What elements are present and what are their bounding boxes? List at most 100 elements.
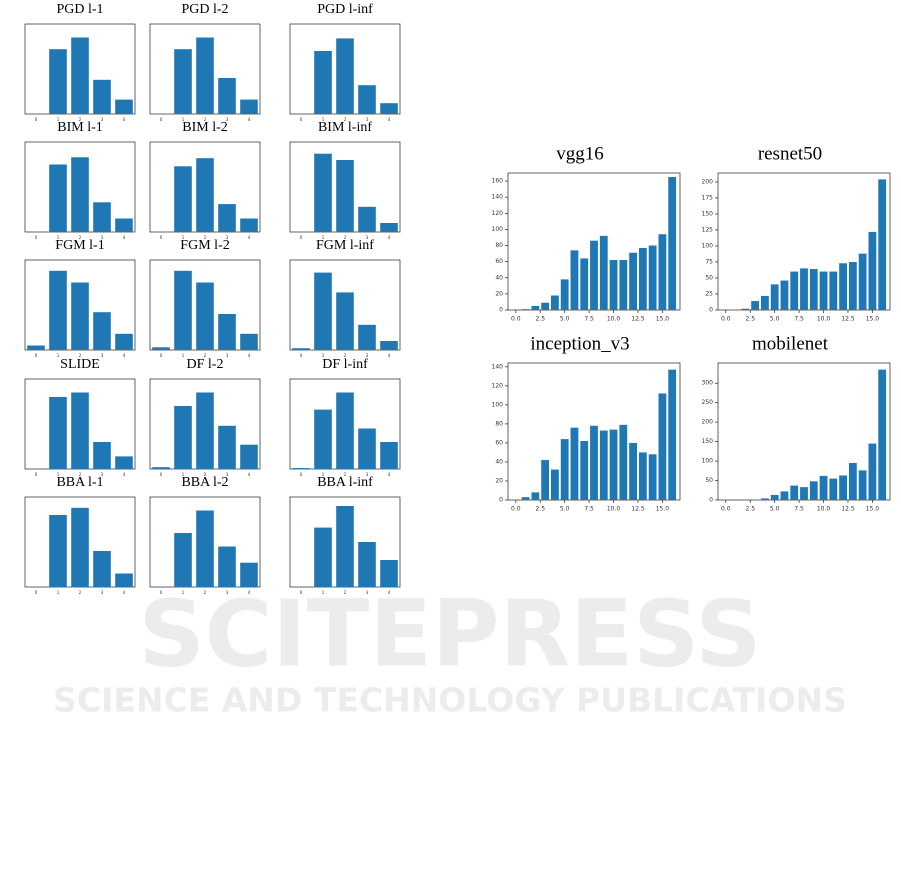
x-tick-label: 1 <box>57 353 60 358</box>
y-tick-label: 0 <box>709 497 713 504</box>
bar <box>115 99 133 114</box>
bar <box>358 428 376 469</box>
bar <box>196 392 214 469</box>
bar <box>541 302 550 310</box>
x-tick-label: 4 <box>123 235 126 240</box>
bar <box>152 347 170 350</box>
y-tick-label: 300 <box>702 380 714 387</box>
y-tick-label: 80 <box>495 242 503 249</box>
x-tick-label: 4 <box>123 590 126 595</box>
bar <box>609 260 618 310</box>
bar <box>848 463 857 500</box>
bar <box>648 454 657 500</box>
bar <box>800 487 808 500</box>
y-tick-label: 100 <box>702 242 714 249</box>
x-tick-label: 7.5 <box>584 506 594 513</box>
x-tick-label: 4 <box>248 353 251 358</box>
x-tick-label: 3 <box>366 353 369 358</box>
y-tick-label: 175 <box>702 194 714 201</box>
bar <box>358 542 376 587</box>
chart-title: inception_v3 <box>530 333 629 354</box>
chart-title: PGD l-2 <box>181 2 228 17</box>
bar <box>174 270 192 350</box>
x-tick-label: 15.0 <box>866 506 880 513</box>
x-tick-label: 0 <box>300 353 303 358</box>
chart-title: BBA l-inf <box>317 475 373 490</box>
x-tick-label: 5.0 <box>560 316 570 323</box>
bar <box>49 270 67 350</box>
y-tick-label: 75 <box>705 258 713 265</box>
x-tick-label: 4 <box>123 472 126 477</box>
x-tick-label: 0 <box>300 117 303 122</box>
bar <box>71 157 89 232</box>
x-tick-label: 0 <box>160 235 163 240</box>
bar <box>541 460 550 500</box>
bar <box>761 295 769 310</box>
x-tick-label: 0 <box>160 590 163 595</box>
x-tick-label: 1 <box>57 472 60 477</box>
bar <box>218 425 236 469</box>
bar <box>93 202 111 232</box>
x-tick-label: 1 <box>182 590 185 595</box>
bar <box>115 218 133 232</box>
bar <box>551 469 559 500</box>
x-tick-label: 4 <box>248 472 251 477</box>
bar <box>638 247 647 310</box>
x-tick-label: 2 <box>204 235 207 240</box>
x-tick-label: 2.5 <box>535 316 545 323</box>
bar <box>336 392 354 469</box>
x-tick-label: 0 <box>35 353 38 358</box>
bar <box>590 240 598 310</box>
x-tick-label: 4 <box>388 590 391 595</box>
bar <box>240 218 258 232</box>
bar <box>71 282 89 350</box>
x-tick-label: 2 <box>79 235 82 240</box>
chart-title: mobilenet <box>752 333 829 354</box>
bar <box>638 452 647 500</box>
x-tick-label: 12.5 <box>631 316 645 323</box>
x-tick-label: 4 <box>388 472 391 477</box>
bar <box>174 533 192 587</box>
x-tick-label: 3 <box>226 117 229 122</box>
y-tick-label: 80 <box>495 420 503 427</box>
chart-title: DF l-2 <box>187 357 224 372</box>
bar <box>770 284 779 310</box>
x-tick-label: 7.5 <box>794 316 804 323</box>
chart-title: vgg16 <box>556 143 604 164</box>
bar <box>174 49 192 115</box>
y-tick-label: 150 <box>702 438 714 445</box>
x-tick-label: 7.5 <box>584 316 594 323</box>
y-tick-label: 200 <box>702 419 714 426</box>
bar <box>71 507 89 587</box>
y-tick-label: 140 <box>492 363 504 370</box>
y-tick-label: 40 <box>495 458 503 465</box>
bar <box>196 37 214 114</box>
bar <box>868 443 877 500</box>
bar <box>240 562 258 587</box>
x-tick-label: 0.0 <box>721 506 731 513</box>
y-tick-label: 120 <box>492 382 504 389</box>
bar <box>790 485 799 500</box>
x-tick-label: 0 <box>35 117 38 122</box>
bar <box>336 38 354 114</box>
bar <box>240 333 258 350</box>
bar <box>314 272 332 350</box>
bar <box>819 475 828 500</box>
x-tick-label: 3 <box>226 353 229 358</box>
bar <box>868 231 877 310</box>
x-tick-label: 1 <box>57 235 60 240</box>
bar <box>314 153 332 232</box>
bar <box>839 263 847 310</box>
bar <box>49 164 67 232</box>
bar <box>560 439 569 500</box>
bar <box>658 393 667 500</box>
y-tick-label: 50 <box>705 477 713 484</box>
x-tick-label: 2 <box>79 472 82 477</box>
watermark-subtitle: SCIENCE AND TECHNOLOGY PUBLICATIONS <box>53 681 847 720</box>
bar <box>809 481 818 500</box>
x-tick-label: 4 <box>123 117 126 122</box>
bar <box>878 369 887 500</box>
x-tick-label: 10.0 <box>607 506 621 513</box>
bar <box>358 324 376 350</box>
